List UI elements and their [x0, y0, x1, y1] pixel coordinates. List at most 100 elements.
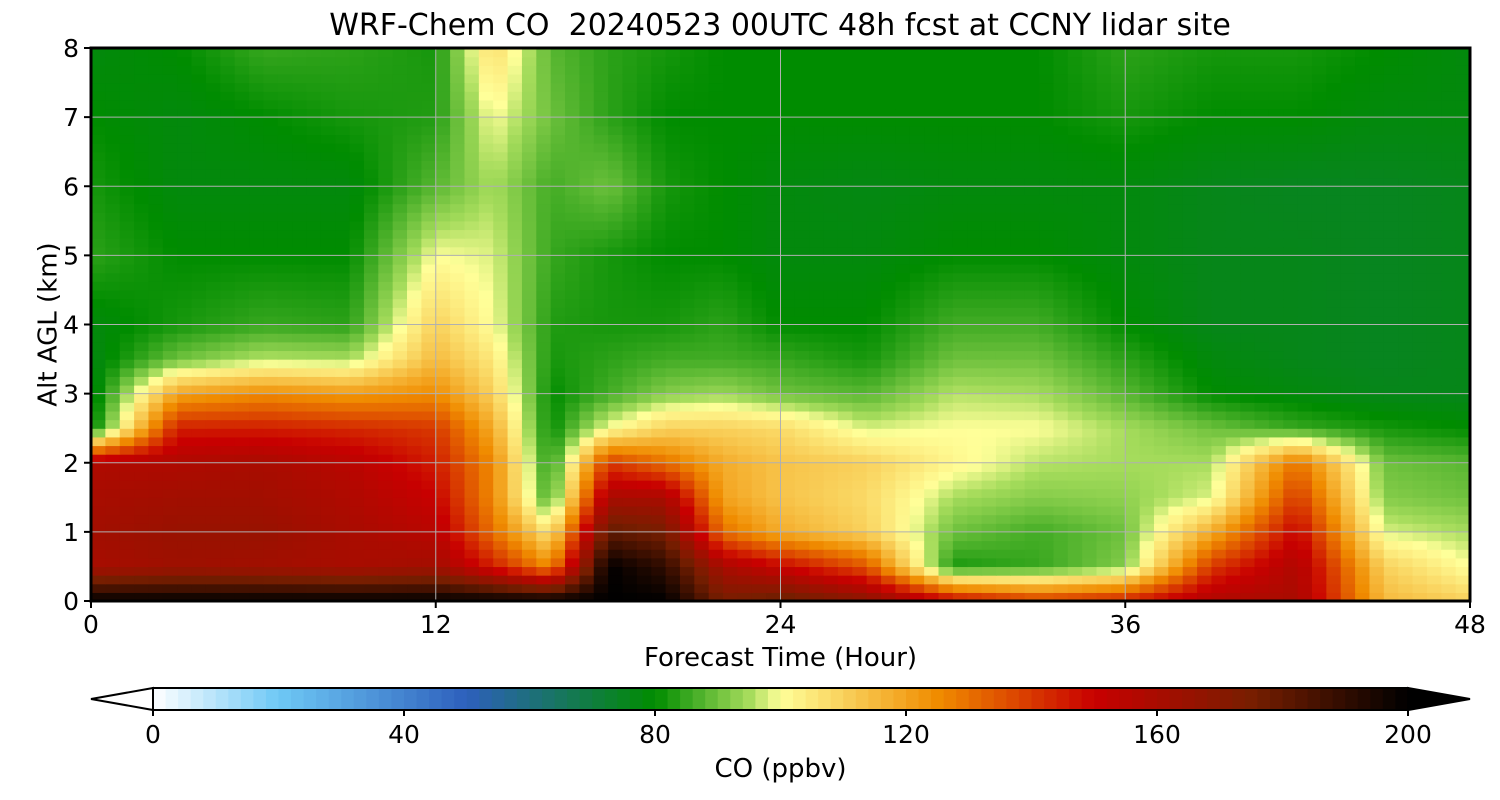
heatmap-cell — [852, 220, 868, 231]
heatmap-cell — [1039, 289, 1055, 300]
heatmap-cell — [1010, 540, 1026, 550]
heatmap-cell — [493, 497, 509, 507]
heatmap-cell — [1110, 566, 1126, 576]
heatmap-cell — [1340, 212, 1356, 222]
heatmap-cell — [1441, 229, 1457, 239]
heatmap-cell — [665, 341, 681, 352]
heatmap-cell — [1240, 480, 1256, 490]
heatmap-cell — [924, 419, 940, 429]
heatmap-cell — [651, 151, 667, 161]
heatmap-cell — [148, 246, 164, 256]
heatmap-cell — [1153, 428, 1169, 438]
heatmap-cell — [924, 298, 940, 308]
heatmap-cell — [277, 341, 293, 352]
heatmap-cell — [421, 488, 437, 498]
heatmap-cell — [134, 557, 150, 568]
heatmap-cell — [148, 376, 164, 386]
heatmap-cell — [1067, 168, 1083, 179]
heatmap-cell — [1110, 333, 1126, 343]
heatmap-cell — [1355, 194, 1371, 205]
heatmap-cell — [320, 324, 336, 334]
heatmap-cell — [1110, 393, 1126, 403]
heatmap-cell — [780, 315, 796, 326]
heatmap-cell — [909, 480, 925, 490]
heatmap-cell — [608, 168, 624, 179]
heatmap-cell — [593, 454, 609, 464]
heatmap-cell — [608, 238, 624, 248]
heatmap-cell — [1053, 315, 1069, 326]
heatmap-cell — [1153, 471, 1169, 481]
heatmap-cell — [1326, 186, 1342, 196]
heatmap-cell — [335, 281, 351, 291]
heatmap-cell — [823, 436, 839, 447]
heatmap-cell — [536, 592, 552, 602]
heatmap-cell — [622, 384, 638, 395]
heatmap-cell — [464, 471, 480, 481]
heatmap-cell — [1383, 419, 1399, 429]
heatmap-cell — [665, 186, 681, 196]
heatmap-cell — [1082, 307, 1098, 317]
heatmap-cell — [1254, 514, 1270, 524]
heatmap-cell — [234, 220, 250, 231]
heatmap-cell — [493, 281, 509, 291]
heatmap-cell — [1039, 220, 1055, 231]
heatmap-cell — [823, 168, 839, 179]
heatmap-cell — [363, 203, 379, 213]
heatmap-cell — [220, 497, 236, 507]
heatmap-cell — [1398, 186, 1414, 196]
heatmap-cell — [1067, 289, 1083, 300]
heatmap-cell — [952, 298, 968, 308]
heatmap-cell — [952, 255, 968, 265]
heatmap-cell — [1139, 315, 1155, 326]
heatmap-cell — [823, 229, 839, 239]
heatmap-cell — [1441, 367, 1457, 377]
heatmap-cell — [435, 350, 451, 360]
heatmap-cell — [521, 186, 537, 196]
heatmap-cell — [234, 557, 250, 568]
heatmap-cell — [292, 272, 308, 282]
heatmap-cell — [636, 592, 652, 602]
heatmap-cell — [1254, 333, 1270, 343]
heatmap-cell — [708, 194, 724, 205]
heatmap-cell — [1053, 238, 1069, 248]
heatmap-cell — [1182, 583, 1198, 593]
heatmap-cell — [1369, 445, 1385, 455]
heatmap-cell — [723, 194, 738, 205]
heatmap-cell — [536, 480, 552, 490]
heatmap-cell — [1268, 549, 1284, 559]
heatmap-cell — [565, 454, 580, 464]
heatmap-cell — [766, 307, 782, 317]
heatmap-cell — [493, 194, 509, 205]
heatmap-cell — [1268, 151, 1284, 161]
heatmap-cell — [1053, 264, 1069, 274]
heatmap-cell — [1283, 462, 1299, 472]
heatmap-cell — [608, 540, 624, 550]
heatmap-cell — [363, 384, 379, 395]
heatmap-cell — [780, 307, 796, 317]
heatmap-cell — [1297, 505, 1313, 516]
heatmap-cell — [665, 194, 681, 205]
heatmap-cell — [924, 575, 940, 585]
heatmap-cell — [450, 341, 466, 352]
heatmap-cell — [852, 324, 868, 334]
heatmap-cell — [1211, 514, 1227, 524]
heatmap-cell — [938, 514, 954, 524]
heatmap-cell — [866, 194, 882, 205]
heatmap-cell — [837, 212, 853, 222]
heatmap-cell — [292, 549, 308, 559]
heatmap-cell — [306, 497, 322, 507]
heatmap-cell — [1125, 566, 1141, 576]
heatmap-cell — [1096, 177, 1112, 187]
heatmap-cell — [694, 246, 710, 256]
heatmap-cell — [205, 419, 221, 429]
heatmap-cell — [1441, 462, 1457, 472]
heatmap-cell — [320, 203, 336, 213]
heatmap-cell — [1340, 462, 1356, 472]
heatmap-cell — [148, 341, 164, 352]
heatmap-cell — [1412, 203, 1428, 213]
heatmap-cell — [1383, 376, 1399, 386]
heatmap-cell — [579, 445, 595, 455]
heatmap-cell — [1197, 419, 1213, 429]
heatmap-cell — [1383, 462, 1399, 472]
heatmap-cell — [1426, 454, 1442, 464]
